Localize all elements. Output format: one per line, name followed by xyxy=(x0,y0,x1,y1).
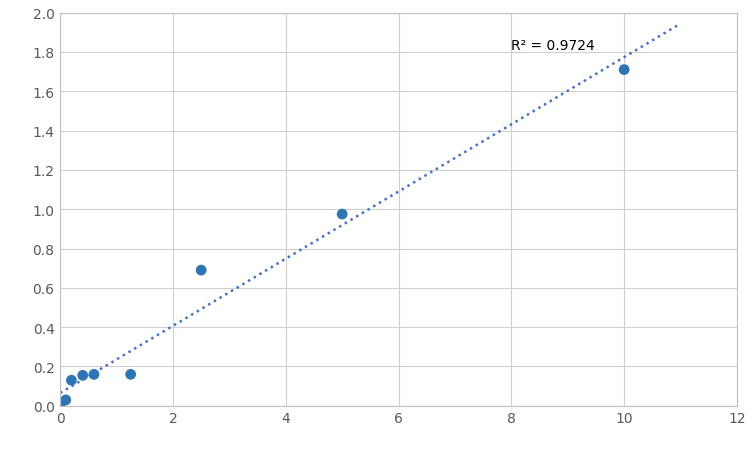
Point xyxy=(125,371,137,378)
Point xyxy=(65,377,77,384)
Point xyxy=(336,211,348,218)
Point xyxy=(88,371,100,378)
Point xyxy=(60,396,72,404)
Point xyxy=(77,372,89,379)
Point xyxy=(618,67,630,74)
Point xyxy=(54,402,66,410)
Point xyxy=(196,267,208,274)
Text: R² = 0.9724: R² = 0.9724 xyxy=(511,39,595,53)
